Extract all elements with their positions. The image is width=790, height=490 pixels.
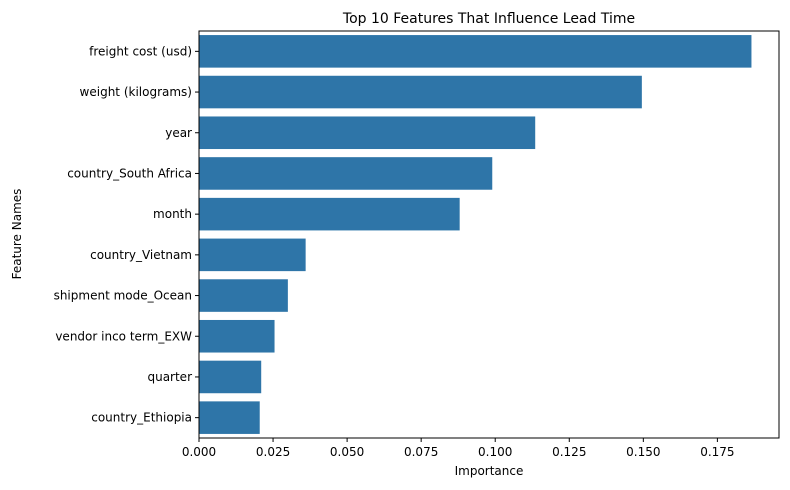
y-tick-label: month (153, 207, 192, 221)
y-axis-title: Feature Names (10, 189, 24, 280)
x-axis-title: Importance (455, 464, 524, 478)
bar-4 (199, 157, 493, 190)
x-tick-label: 0.075 (404, 445, 438, 459)
bars-group (199, 35, 752, 434)
y-tick-label: freight cost (usd) (89, 44, 192, 58)
x-tick-label: 0.175 (700, 445, 734, 459)
chart-title: Top 10 Features That Influence Lead Time (342, 11, 635, 27)
y-tick-label: country_Vietnam (90, 248, 192, 262)
plot-frame (198, 30, 780, 439)
x-ticks-group: 0.000 0.025 0.050 0.075 0.100 0.125 0.150 0.175 (182, 438, 735, 459)
y-tick-label: shipment mode_Ocean (54, 289, 192, 303)
y-tick-label: vendor inco term_EXW (55, 329, 192, 343)
x-tick-label: 0.125 (552, 445, 586, 459)
y-tick-label: country_South Africa (67, 166, 192, 180)
y-tick-label: weight (kilograms) (80, 85, 192, 99)
bar-2 (199, 75, 642, 109)
bar-9 (199, 360, 262, 394)
y-ticks-group: freight cost (usd) weight (kilograms) year… (54, 44, 199, 425)
y-tick-label: quarter (147, 370, 192, 384)
x-tick-label: 0.150 (626, 445, 660, 459)
x-tick-label: 0.050 (330, 445, 364, 459)
bar-5 (199, 197, 460, 231)
x-tick-label: 0.000 (182, 445, 216, 459)
bar-3 (199, 116, 536, 150)
y-tick-label: country_Ethiopia (91, 411, 192, 425)
bar-10 (199, 401, 260, 434)
y-tick-label: year (165, 126, 192, 140)
x-tick-label: 0.100 (478, 445, 512, 459)
bar-1 (199, 35, 752, 68)
bar-8 (199, 319, 275, 353)
bar-7 (199, 279, 288, 312)
bar-6 (199, 238, 306, 272)
x-tick-label: 0.025 (256, 445, 290, 459)
